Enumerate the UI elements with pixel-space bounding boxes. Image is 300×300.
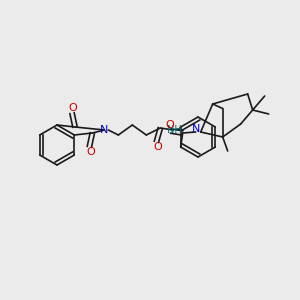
Text: N: N bbox=[191, 124, 200, 134]
Text: O: O bbox=[153, 142, 162, 152]
Text: O: O bbox=[165, 120, 174, 130]
Text: N: N bbox=[100, 125, 109, 135]
Text: NH: NH bbox=[167, 125, 182, 135]
Text: O: O bbox=[69, 103, 77, 113]
Text: O: O bbox=[86, 147, 95, 157]
